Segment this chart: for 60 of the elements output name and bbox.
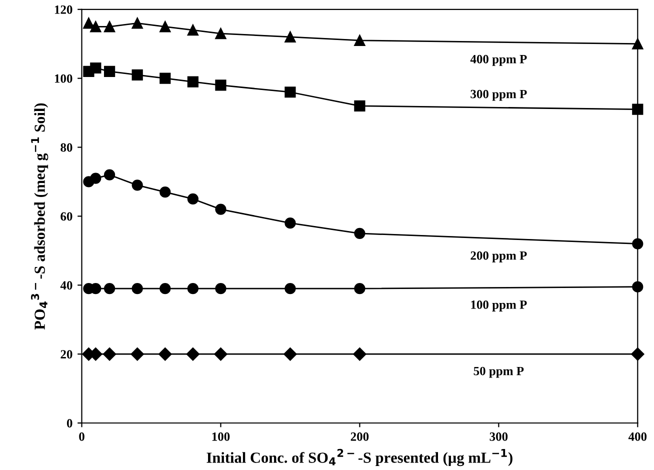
point [90,62,102,74]
point [353,347,366,361]
point [215,283,226,294]
point [187,76,198,88]
y-tick-label: 80 [60,143,72,152]
x-tick-label: 0 [79,432,84,441]
point [130,347,144,361]
x-axis-title: Initial Conc. of SO$_{4}$$^{2−}$-S presented (µg mL$^{−1}$) [206,448,512,466]
point [284,218,296,229]
point [284,347,297,361]
point [102,347,116,361]
point [90,172,102,184]
point [632,281,644,292]
point [284,86,296,98]
series-label: 100 ppm P [471,300,527,312]
point [215,80,226,91]
point [104,66,116,77]
series-label: 200 ppm P [470,251,527,262]
point [187,283,198,294]
point [354,100,366,112]
point [160,186,171,198]
point [104,21,116,32]
point [160,72,171,84]
point [214,347,228,361]
y-axis-title: PO$_{4}$$^{3−}$-S adsorbed (meq g$^{−1}$ Soil) [31,103,48,330]
point [354,283,366,294]
x-tick-label: 300 [490,432,508,441]
series-label: 50 ppm P [474,366,524,378]
y-tick-label: 20 [60,350,72,359]
y-tick-label: 120 [54,5,72,14]
point [187,24,198,36]
point [284,283,296,294]
point [187,193,198,205]
point [186,347,200,361]
point [632,104,644,115]
point [83,18,94,29]
point [158,347,172,361]
point [160,21,171,32]
point [104,283,116,294]
point [132,18,143,29]
series-label: 400 ppm P [470,54,527,66]
point [354,34,366,46]
y-tick-label: 40 [60,281,72,290]
x-tick-label: 200 [350,432,369,441]
point [132,69,143,80]
x-tick-label: 100 [212,432,230,441]
point [284,31,296,43]
point [215,204,226,215]
point [132,180,143,191]
point [160,283,171,294]
y-tick-label: 0 [66,419,72,428]
point [215,28,226,40]
point [132,283,143,294]
point [90,21,102,32]
x-tick-label: 400 [628,432,647,441]
y-tick-label: 100 [54,74,72,83]
series-label: 300 ppm P [470,90,527,101]
point [354,228,366,239]
y-tick-label: 60 [60,212,72,221]
point [104,169,116,180]
